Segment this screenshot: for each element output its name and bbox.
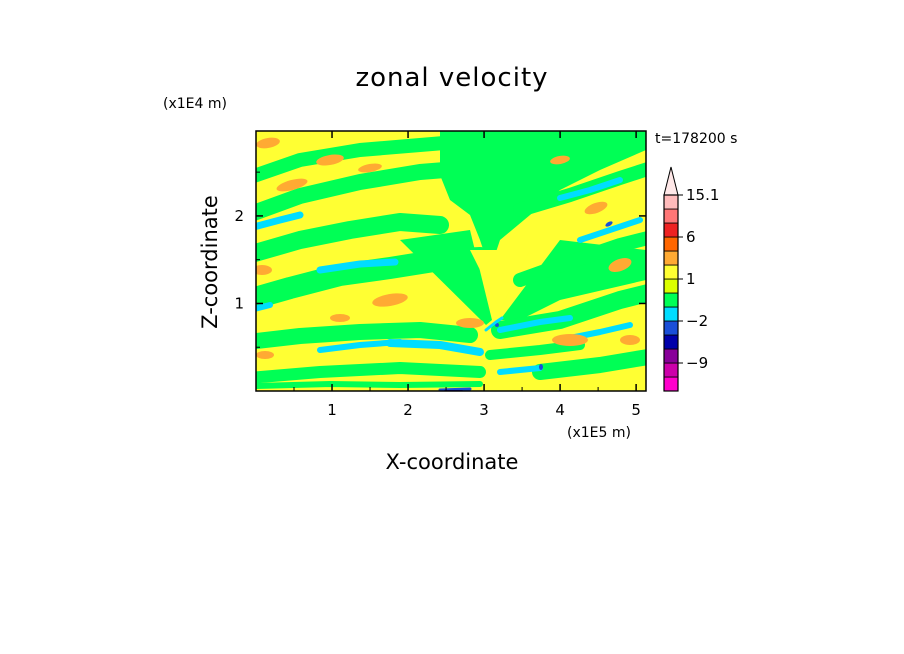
cyan-band (577, 217, 643, 243)
green-band (513, 231, 646, 287)
colorbar-swatch (663, 334, 679, 350)
plot-frame (255, 130, 647, 392)
x-axis-label: X-coordinate (386, 450, 519, 474)
orange-blob (552, 334, 588, 346)
colorbar-label: −9 (686, 354, 708, 372)
cyan-band (497, 315, 573, 333)
colorbar-frame (663, 194, 679, 392)
orange-blob (608, 258, 632, 272)
colorbar-swatch (663, 250, 679, 266)
green-band (256, 213, 449, 263)
blue-spot (539, 364, 543, 370)
orange-blob (620, 335, 640, 345)
orange-blob (256, 137, 280, 149)
x-tick-label: 2 (403, 401, 413, 419)
x-tick-label: 4 (555, 401, 565, 419)
colorbar-swatch (663, 194, 679, 210)
x-tick-label: 3 (479, 401, 489, 419)
green-wedge (400, 230, 492, 325)
x-axis-ticks: 1 2 3 4 5 (293, 131, 641, 419)
colorbar-label: 6 (686, 228, 696, 246)
blue-spot (605, 221, 613, 227)
colorbar-swatch (663, 236, 679, 252)
x-tick-label: 5 (631, 401, 641, 419)
orange-blob (358, 163, 382, 173)
orange-blob (256, 351, 274, 359)
chart-title: zonal velocity (355, 63, 548, 93)
orange-blob (316, 154, 344, 166)
cyan-band (497, 365, 543, 375)
orange-blob (584, 201, 608, 215)
y-unit-label: (x1E4 m) (163, 96, 227, 112)
cyan-band (557, 177, 623, 201)
time-label: t=178200 s (655, 131, 737, 147)
orange-blob (456, 318, 484, 328)
green-band (256, 160, 478, 221)
cyan-band (484, 316, 504, 332)
orange-blob (330, 314, 350, 322)
green-wedge (500, 240, 646, 320)
colorbar-label: 1 (686, 270, 696, 288)
green-band (256, 362, 486, 384)
cyan-band (256, 302, 273, 312)
green-band (532, 349, 646, 380)
x-unit-label: (x1E5 m) (567, 425, 631, 441)
colorbar-extend-arrow (663, 166, 679, 196)
cyan-band (386, 339, 484, 356)
yellow-fan (470, 250, 530, 310)
green-band (256, 322, 478, 350)
colorbar-swatch (663, 376, 679, 392)
orange-blob (550, 155, 570, 165)
blue-spot (495, 323, 499, 327)
colorbar-swatch (663, 320, 679, 336)
green-band (485, 340, 585, 360)
colorbar-swatch (663, 292, 679, 308)
y-axis-label: Z-coordinate (198, 195, 222, 329)
orange-blob (276, 178, 308, 192)
blue-band (438, 387, 472, 391)
colorbar-label: −2 (686, 312, 708, 330)
colorbar-label: 15.1 (686, 186, 719, 204)
cyan-band (256, 211, 304, 231)
colorbar-swatch (663, 278, 679, 294)
colorbar-swatch (663, 362, 679, 378)
y-tick-label: 1 (234, 294, 244, 312)
velocity-field (256, 131, 646, 391)
y-axis-ticks: 12 (234, 171, 646, 348)
x-tick-label: 1 (327, 401, 337, 419)
y-tick-label: 2 (234, 207, 244, 225)
colorbar-swatch (663, 306, 679, 322)
colorbar-swatch (663, 264, 679, 280)
colorbar-swatch (663, 208, 679, 224)
colorbar-swatch (663, 222, 679, 238)
colorbar: 15.1 6 1 −2 −9 (663, 166, 719, 392)
green-band (256, 381, 483, 389)
orange-blob (256, 265, 272, 275)
cyan-band (316, 258, 399, 274)
orange-blob (372, 293, 408, 307)
colorbar-swatch (663, 348, 679, 364)
